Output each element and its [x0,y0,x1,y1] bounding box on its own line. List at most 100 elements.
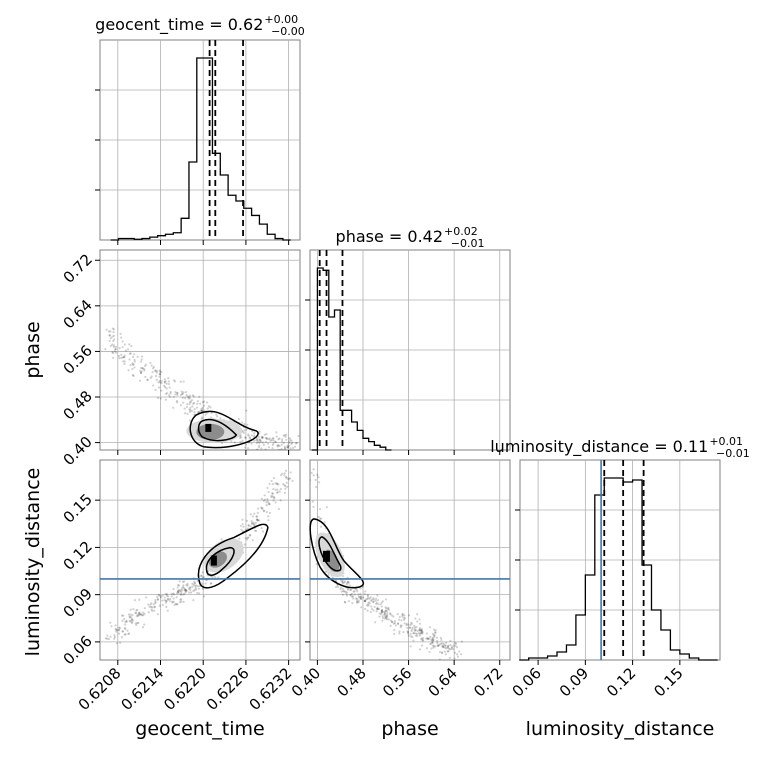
sample-point [288,477,291,480]
sample-point [398,632,401,635]
sample-point [319,508,322,511]
sample-point [175,603,178,606]
sample-point [454,644,457,648]
sample-point [431,632,435,635]
sample-point [158,369,161,372]
sample-point [154,601,157,605]
sample-point [451,646,454,649]
sample-point [345,583,348,586]
sample-point [334,586,338,589]
sample-point [366,603,370,606]
sample-point [115,628,118,632]
sample-point [340,590,343,593]
sample-point [189,401,192,404]
sample-point [406,626,409,630]
sample-point [317,476,320,479]
sample-point [433,635,436,638]
sample-point [188,419,192,422]
sample-point [277,443,280,447]
sample-point [275,431,278,434]
sample-point [288,444,291,447]
sample-point [209,406,212,409]
sample-point [257,453,259,455]
sample-point [130,620,134,623]
sample-point [310,479,311,482]
sample-point [170,592,173,595]
sample-point [375,602,378,605]
sample-point [219,417,222,420]
sample-point [186,582,189,585]
sample-point [151,370,154,374]
sample-point [159,381,162,384]
sample-point [239,440,242,443]
sample-point [418,628,421,631]
sample-point [257,507,260,510]
sample-point [195,584,198,587]
sample-point [118,626,122,630]
sample-point [336,585,340,589]
sample-point [249,525,252,528]
sample-point [412,632,415,635]
sample-point [263,494,266,497]
sample-point [250,519,253,523]
sample-point [120,356,123,359]
sample-point [210,411,213,415]
sample-point [362,596,365,599]
sample-point [193,408,196,411]
sample-point [294,442,297,445]
x-tick-label: 0.06 [509,664,545,700]
sample-point [250,522,253,525]
sample-point [246,447,250,450]
sample-point [420,644,424,647]
sample-point [383,613,386,616]
sample-point [200,407,203,410]
sample-point [443,650,447,653]
sample-point [363,599,366,603]
sample-point [345,594,349,597]
sample-point [188,586,191,589]
y-tick-label: 0.09 [60,585,96,621]
x-tick-label: 0.15 [650,664,686,700]
sample-point [374,621,377,624]
sample-point [285,454,287,456]
sample-point [188,591,191,594]
sample-point [264,436,267,440]
sample-point [383,612,386,616]
sample-point [396,622,400,625]
sample-point [270,496,273,499]
x-tick-label: 0.09 [556,664,592,700]
sample-point [281,472,284,475]
sample-point [141,367,144,370]
sample-point [143,607,146,610]
sample-point [194,586,197,590]
sample-point [108,334,112,337]
panel-luminosity-distance-vs-geocent-time [99,459,301,661]
sample-point [251,539,254,542]
sample-point [132,619,135,622]
sample-point [214,576,217,579]
sample-point [323,521,326,524]
density-peak [322,550,330,562]
sample-point [276,444,279,447]
sample-point [352,597,355,600]
sample-point [161,594,164,597]
sample-point [155,378,158,381]
sample-point [250,434,253,437]
sample-point [436,639,439,643]
sample-point [416,613,419,616]
sample-point [192,401,196,405]
sample-point [142,614,145,617]
sample-point [246,536,249,540]
sample-point [365,604,369,607]
samples-luminosity_distance-vs-geocent_time [104,469,294,645]
sample-point [256,437,259,440]
sample-point [255,518,259,521]
sample-point [133,353,136,356]
sample-point [181,393,184,396]
sample-point [112,351,115,355]
sample-point [247,524,250,527]
sample-point [363,592,366,596]
sample-point [149,376,152,379]
sample-point [261,441,264,444]
sample-point [113,635,117,639]
